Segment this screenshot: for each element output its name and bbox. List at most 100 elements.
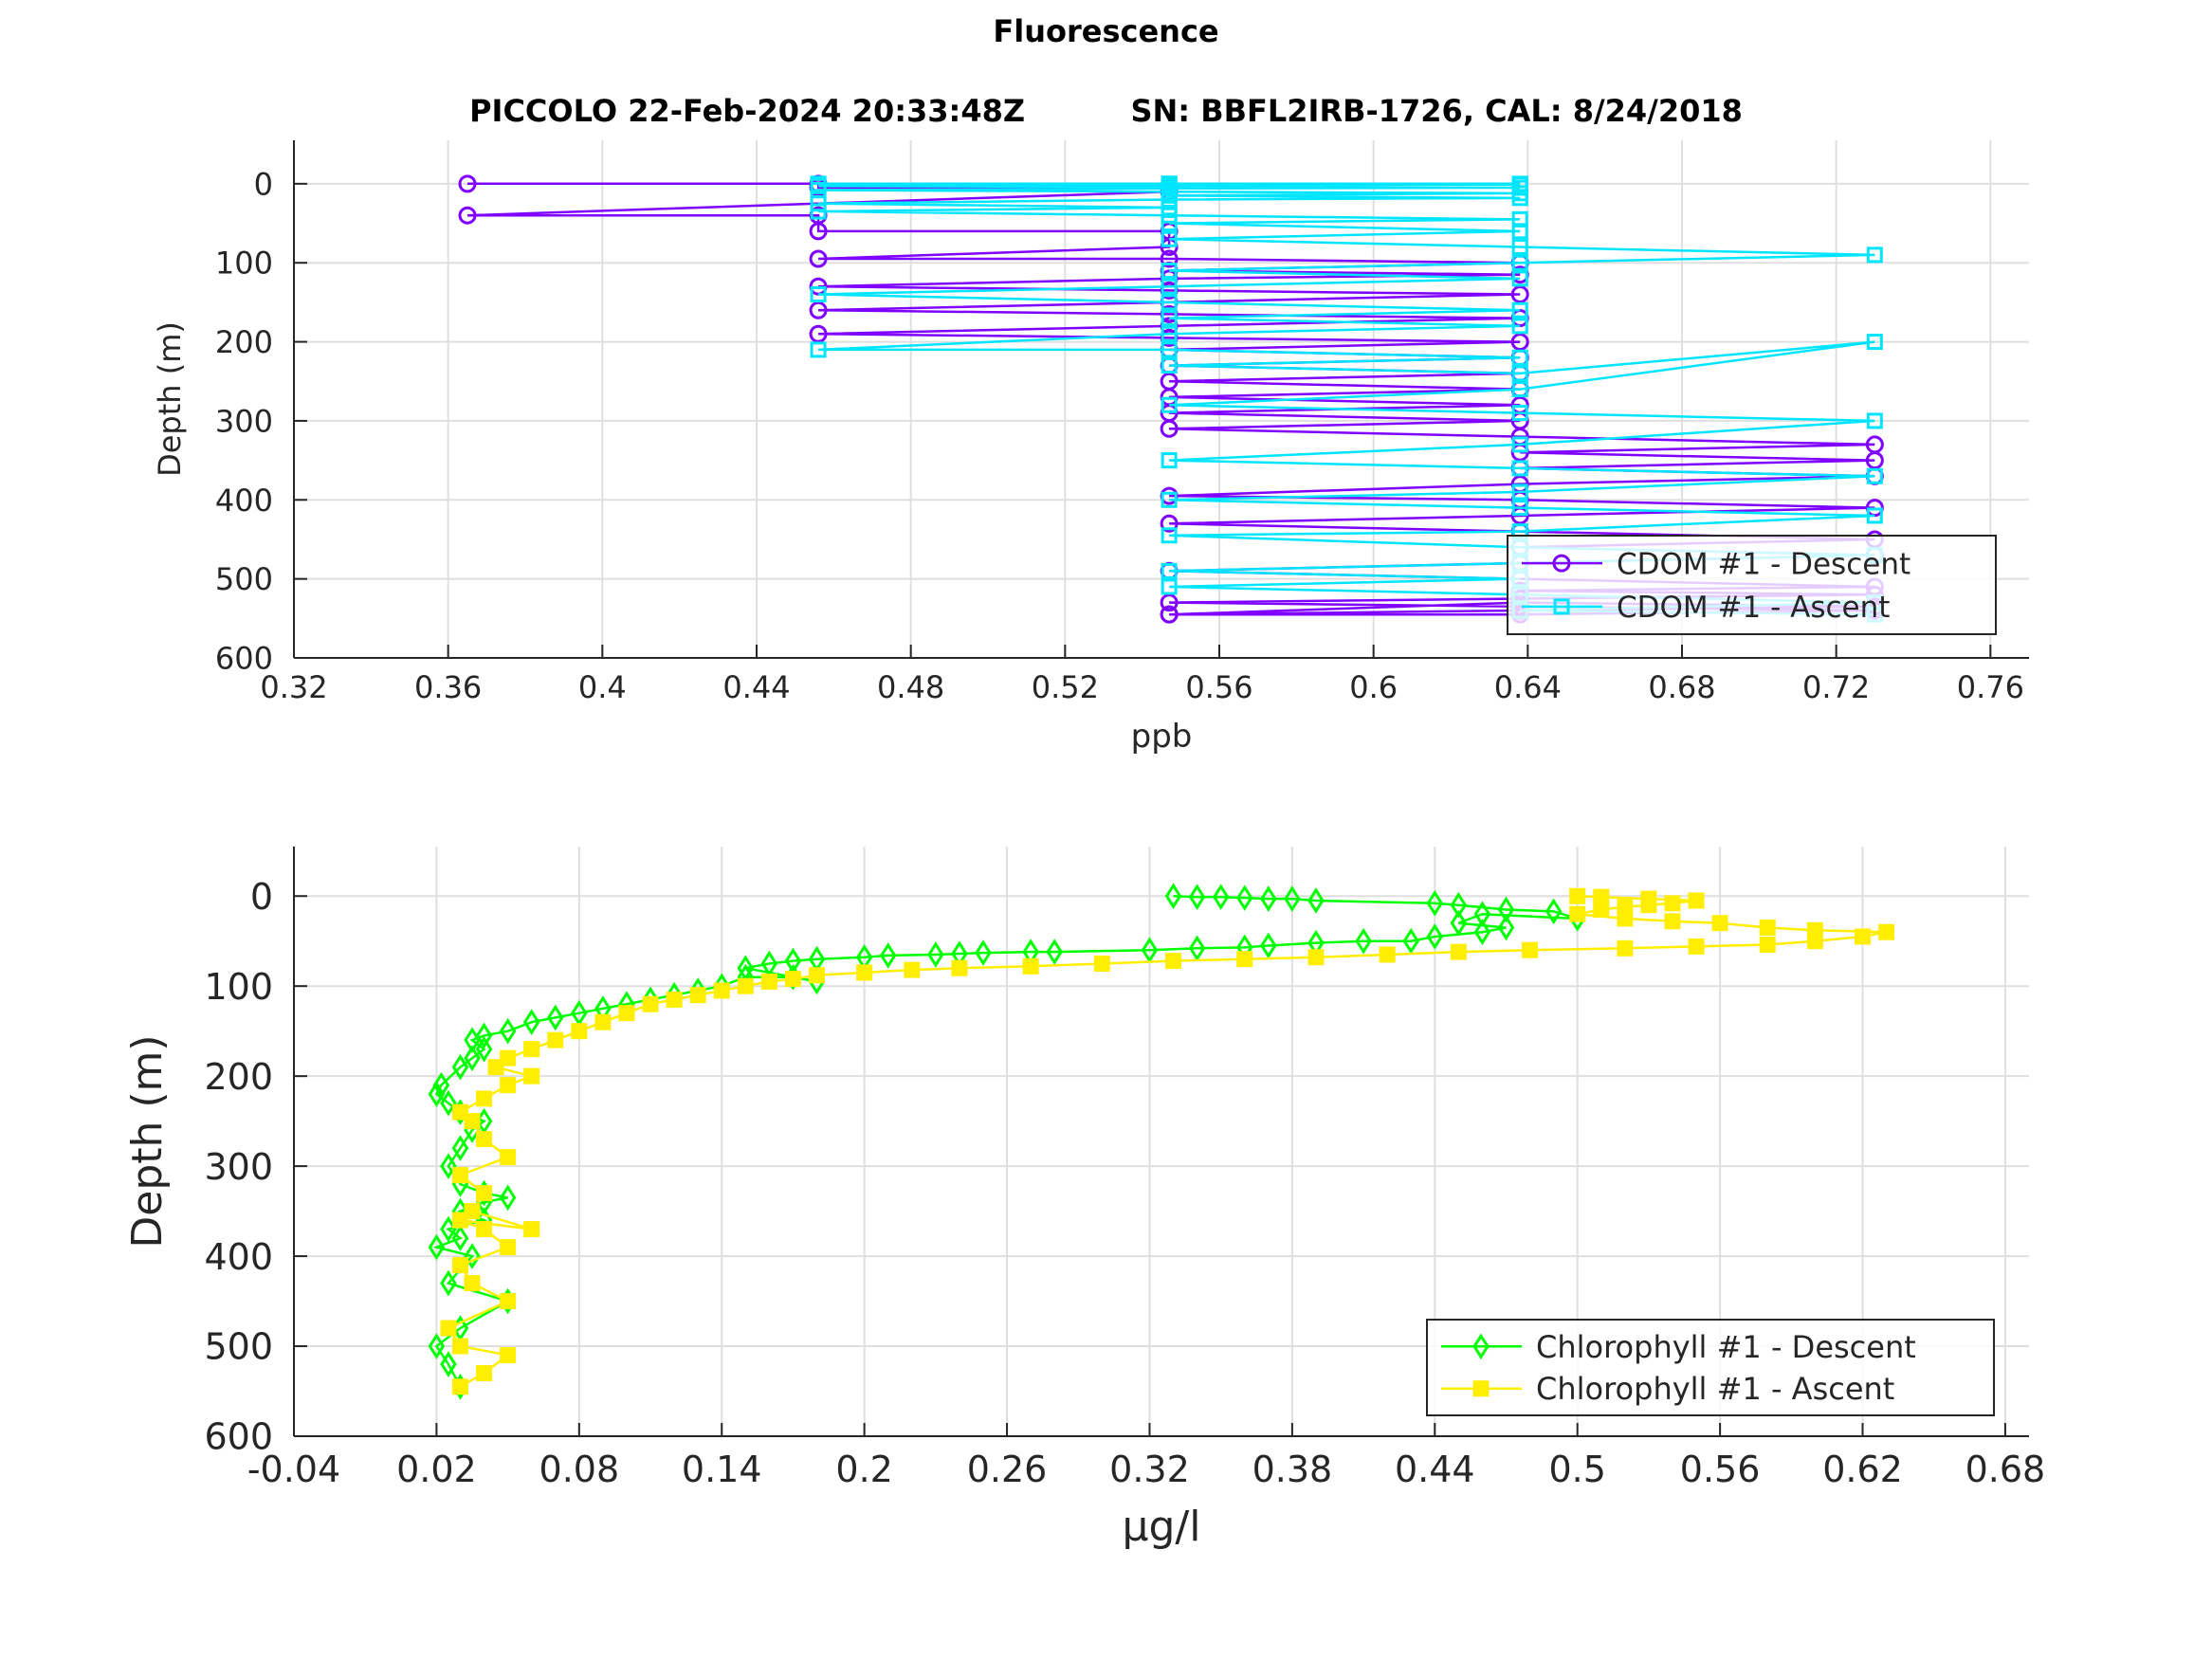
square-marker bbox=[1711, 915, 1728, 932]
x-tick-label: 0.62 bbox=[1822, 1449, 1903, 1490]
circle-marker bbox=[1160, 605, 1179, 624]
square-marker bbox=[594, 1013, 612, 1030]
diamond-marker bbox=[440, 1089, 457, 1117]
square-marker bbox=[1855, 928, 1872, 945]
legend-entry-label: CDOM #1 - Descent bbox=[1617, 547, 1910, 581]
square-marker bbox=[1511, 405, 1528, 422]
square-marker bbox=[1866, 507, 1883, 524]
square-marker bbox=[1759, 919, 1776, 936]
axes: 0.32 0.36 0.4 0.44 0.48 0.52 0.56 0.6 0.64 0.68 0.… bbox=[152, 140, 2029, 756]
circle-marker bbox=[809, 301, 828, 319]
square-marker bbox=[1866, 467, 1883, 484]
square-marker bbox=[476, 1221, 493, 1238]
x-tick-label: 0.36 bbox=[414, 669, 482, 705]
x-tick-label: 0.32 bbox=[260, 669, 327, 705]
square-marker bbox=[1511, 500, 1528, 517]
square-marker bbox=[618, 1005, 635, 1022]
diamond-marker bbox=[1260, 885, 1277, 912]
square-marker bbox=[1511, 270, 1528, 287]
square-marker bbox=[904, 961, 921, 978]
square-marker bbox=[451, 1378, 468, 1395]
series-line bbox=[818, 182, 1875, 616]
x-tick-label: 0.4 bbox=[578, 669, 627, 705]
diamond-marker bbox=[428, 1081, 446, 1107]
y-tick-label: 300 bbox=[215, 403, 273, 439]
y-tick-label: 100 bbox=[215, 246, 273, 282]
diamond-marker bbox=[1260, 932, 1277, 959]
x-tick-label: 0.32 bbox=[1109, 1449, 1190, 1490]
square-marker bbox=[1553, 598, 1570, 615]
square-marker bbox=[1161, 562, 1178, 579]
square-marker bbox=[1511, 349, 1528, 366]
square-marker bbox=[1511, 460, 1528, 477]
square-marker bbox=[1022, 957, 1039, 975]
square-marker bbox=[451, 1257, 468, 1274]
diamond-marker bbox=[499, 1017, 517, 1045]
square-marker bbox=[1866, 246, 1883, 264]
circle-marker bbox=[1510, 285, 1529, 304]
square-marker bbox=[1688, 892, 1705, 909]
legend-entry-label: CDOM #1 - Ascent bbox=[1617, 591, 1890, 625]
diamond-marker bbox=[1426, 923, 1444, 950]
square-marker bbox=[464, 1113, 481, 1130]
square-marker bbox=[523, 1041, 540, 1058]
square-marker bbox=[464, 1275, 481, 1292]
square-marker bbox=[810, 286, 827, 303]
square-marker bbox=[1511, 175, 1528, 192]
legend: Chlorophyll #1 - Descent Chlorophyll #1 -… bbox=[1426, 1319, 1995, 1416]
circle-marker bbox=[458, 174, 477, 193]
square-marker bbox=[1472, 1380, 1490, 1397]
square-marker bbox=[1617, 939, 1634, 957]
square-marker bbox=[1569, 887, 1586, 904]
diamond-marker bbox=[451, 1135, 469, 1161]
diamond-marker bbox=[1307, 887, 1325, 914]
circle-marker bbox=[1160, 593, 1179, 612]
x-tick-label: 0.76 bbox=[1957, 669, 2024, 705]
square-marker bbox=[451, 1212, 468, 1229]
diamond-marker bbox=[975, 939, 992, 966]
diamond-marker bbox=[1450, 909, 1468, 937]
square-marker bbox=[1866, 334, 1883, 351]
y-tick-label: 600 bbox=[215, 641, 273, 677]
diamond-marker bbox=[464, 1045, 481, 1071]
x-tick-label: 0.48 bbox=[877, 669, 944, 705]
square-marker bbox=[713, 982, 730, 999]
square-marker bbox=[1161, 452, 1178, 469]
x-tick-label: 0.64 bbox=[1494, 669, 1562, 705]
square-marker bbox=[810, 175, 827, 192]
chlorophyll-plot: -0.04 0.02 0.08 0.14 0.2 0.26 0.32 0.38 0.44 0.5 0… bbox=[123, 847, 2045, 1551]
x-tick-label: 0.68 bbox=[1648, 669, 1715, 705]
square-marker bbox=[500, 1149, 517, 1166]
diamond-marker bbox=[927, 941, 944, 968]
figure-subtitle: PICCOLO 22-Feb-2024 20:33:48Z SN: BBFL2I… bbox=[469, 93, 1743, 129]
circle-marker bbox=[1552, 554, 1571, 573]
cdom-plot: 0.32 0.36 0.4 0.44 0.48 0.52 0.56 0.6 0.64 0.68 0.… bbox=[152, 140, 2029, 756]
legend-box bbox=[1426, 1319, 1995, 1416]
square-marker bbox=[1640, 890, 1657, 907]
square-marker bbox=[523, 1221, 540, 1238]
square-marker bbox=[1165, 953, 1182, 970]
diamond-marker bbox=[1212, 884, 1230, 910]
square-marker bbox=[1161, 263, 1178, 280]
x-axis-label: μg/l bbox=[1123, 1503, 1201, 1551]
y-tick-label: 0 bbox=[250, 876, 273, 918]
square-marker bbox=[666, 991, 683, 1008]
y-tick-label: 400 bbox=[215, 483, 273, 519]
square-marker bbox=[1866, 412, 1883, 429]
x-tick-label: 0.68 bbox=[1965, 1449, 2046, 1490]
square-marker bbox=[1093, 955, 1110, 972]
y-tick-label: 200 bbox=[215, 324, 273, 360]
diamond-marker bbox=[1188, 884, 1206, 910]
square-marker bbox=[571, 1023, 588, 1040]
circle-marker bbox=[1160, 514, 1179, 533]
square-marker bbox=[1161, 578, 1178, 595]
y-tick-label: 500 bbox=[215, 561, 273, 597]
diamond-marker bbox=[428, 1333, 446, 1359]
square-marker bbox=[784, 971, 801, 988]
x-tick-label: 0.52 bbox=[1032, 669, 1099, 705]
diamond-marker bbox=[1426, 890, 1444, 917]
square-marker bbox=[1161, 294, 1178, 311]
legend: CDOM #1 - Descent CDOM #1 - Ascent bbox=[1507, 535, 1997, 635]
square-marker bbox=[1161, 230, 1178, 247]
